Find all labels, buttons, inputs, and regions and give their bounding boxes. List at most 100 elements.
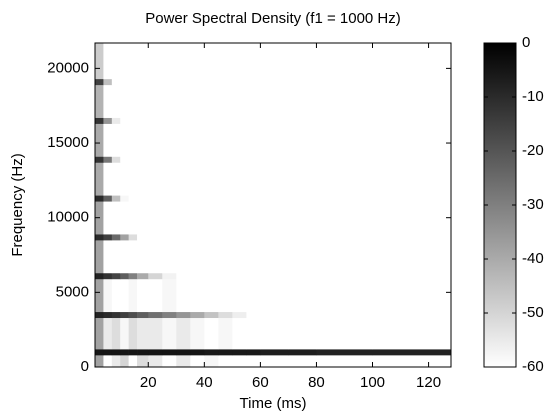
heatmap-cell (111, 195, 121, 202)
heatmap-cell (111, 78, 121, 86)
heatmap-cell (120, 43, 129, 80)
heatmap-cell (162, 156, 177, 163)
heatmap-cell (260, 349, 289, 356)
heatmap-cell (218, 78, 233, 86)
heatmap-cell (316, 201, 373, 235)
heatmap-cell (232, 240, 247, 274)
heatmap-cell (288, 84, 317, 118)
heatmap-cell (162, 311, 177, 319)
heatmap-cell (288, 317, 317, 350)
heatmap-cell (95, 355, 104, 368)
heatmap-cell (190, 123, 205, 157)
heatmap-cell (137, 240, 149, 274)
heatmap-cell (103, 117, 113, 124)
heatmap-cell (103, 84, 113, 118)
heatmap-cell (190, 195, 205, 202)
heatmap-cell (137, 84, 149, 118)
heatmap-cell (95, 349, 104, 356)
heatmap-cell (372, 84, 452, 118)
heatmap-cell (162, 355, 177, 368)
heatmap-cell (176, 162, 191, 196)
heatmap-cell (288, 234, 317, 241)
heatmap-cell (190, 355, 205, 368)
heatmap-cell (204, 162, 219, 196)
heatmap-cell (137, 156, 149, 163)
heatmap-cell (137, 355, 149, 368)
heatmap-cell (137, 162, 149, 196)
heatmap-cell (288, 272, 317, 280)
heatmap-cell (162, 84, 177, 118)
heatmap-cell (111, 355, 121, 368)
heatmap-cell (218, 349, 233, 356)
heatmap-cell (260, 78, 289, 86)
heatmap-cell (176, 117, 191, 124)
heatmap-cell (148, 201, 163, 235)
heatmap-cell (204, 349, 219, 356)
heatmap-cell (111, 349, 121, 356)
heatmap-cell (246, 272, 261, 280)
heatmap-cell (246, 162, 261, 196)
colorbar-tick-label: -60 (522, 358, 544, 375)
heatmap-cell (246, 317, 261, 350)
heatmap-cell (128, 43, 138, 80)
heatmap-cell (372, 201, 452, 235)
heatmap-cell (246, 349, 261, 356)
heatmap-cell (148, 234, 163, 241)
heatmap-cell (218, 272, 233, 280)
heatmap-cell (204, 43, 219, 80)
heatmap-cell (218, 234, 233, 241)
heatmap-cell (148, 78, 163, 86)
heatmap-cell (111, 84, 121, 118)
heatmap-cell (103, 317, 113, 350)
heatmap-cell (288, 162, 317, 196)
heatmap-cell (246, 117, 261, 124)
heatmap-cell (162, 123, 177, 157)
heatmap-cell (103, 234, 113, 241)
heatmap-cell (95, 78, 104, 86)
heatmap-cell (148, 195, 163, 202)
heatmap-cell (137, 123, 149, 157)
heatmap-cell (128, 78, 138, 86)
heatmap-cell (120, 117, 129, 124)
heatmap-cell (162, 78, 177, 86)
heatmap-cell (148, 317, 163, 350)
heatmap-cell (120, 195, 129, 202)
heatmap-cell (316, 355, 373, 368)
heatmap-cell (176, 195, 191, 202)
heatmap-cell (162, 278, 177, 313)
heatmap-cell (137, 349, 149, 356)
heatmap-cell (218, 156, 233, 163)
heatmap-cell (120, 234, 129, 241)
heatmap-cell (120, 240, 129, 274)
heatmap-cell (260, 355, 289, 368)
heatmap-cell (190, 201, 205, 235)
heatmap-cell (95, 278, 104, 313)
heatmap-cell (148, 156, 163, 163)
heatmap-cell (148, 123, 163, 157)
heatmap-cell (316, 123, 373, 157)
heatmap-cell (316, 311, 373, 319)
heatmap-cell (246, 240, 261, 274)
heatmap-cell (103, 201, 113, 235)
heatmap-cell (190, 272, 205, 280)
heatmap-cell (190, 43, 205, 80)
heatmap-cell (95, 240, 104, 274)
heatmap-cell (120, 78, 129, 86)
heatmap-cell (103, 195, 113, 202)
heatmap-cell (288, 78, 317, 86)
heatmap-cell (246, 311, 261, 319)
heatmap-cell (204, 272, 219, 280)
heatmap-cell (120, 162, 129, 196)
heatmap-cell (204, 123, 219, 157)
heatmap-cell (103, 349, 113, 356)
axes: 20 40 60 80 100 120 0 5000 10000 15000 20000 0 -10 -2… (47, 34, 543, 391)
heatmap-cell (148, 117, 163, 124)
heatmap-cell (190, 311, 205, 319)
heatmap-cell (162, 195, 177, 202)
heatmap-cell (176, 43, 191, 80)
heatmap-cell (372, 78, 452, 86)
heatmap-cell (288, 349, 317, 356)
heatmap-cell (176, 355, 191, 368)
heatmap-cell (260, 317, 289, 350)
heatmap-cell (190, 240, 205, 274)
